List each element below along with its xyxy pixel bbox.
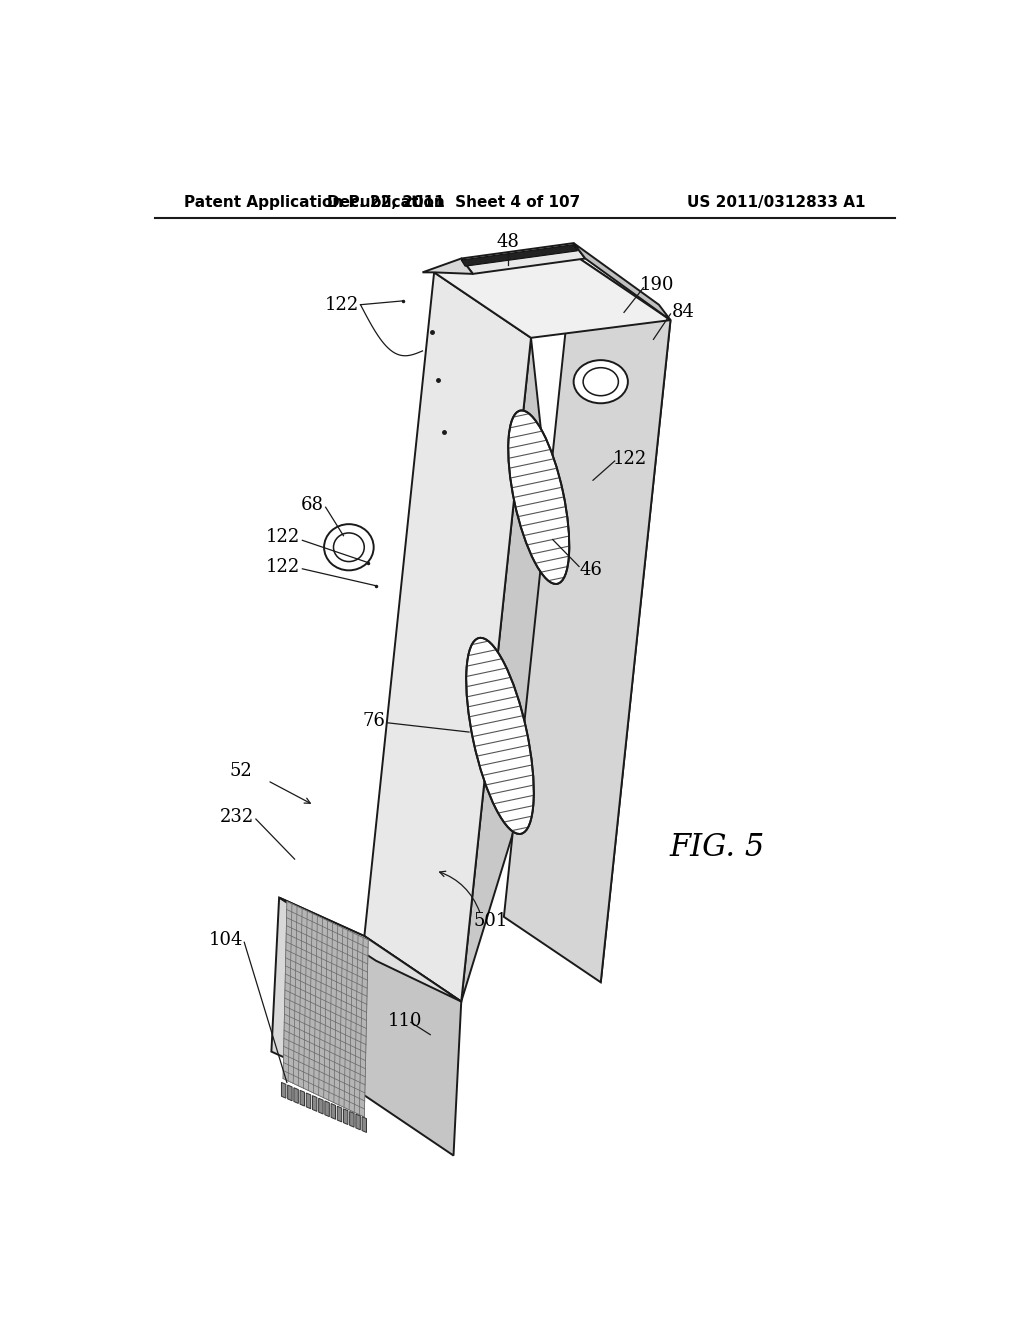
Polygon shape xyxy=(504,255,671,982)
Polygon shape xyxy=(282,1082,286,1098)
Polygon shape xyxy=(349,1111,354,1127)
Polygon shape xyxy=(288,1085,292,1101)
Polygon shape xyxy=(461,243,586,275)
Text: US 2011/0312833 A1: US 2011/0312833 A1 xyxy=(687,195,866,210)
Text: 501: 501 xyxy=(473,912,508,929)
Text: Patent Application Publication: Patent Application Publication xyxy=(183,195,444,210)
Text: 122: 122 xyxy=(266,528,300,546)
Ellipse shape xyxy=(324,524,374,570)
Polygon shape xyxy=(280,898,461,1002)
Polygon shape xyxy=(294,1088,298,1104)
Text: FIG. 5: FIG. 5 xyxy=(670,832,765,863)
Polygon shape xyxy=(365,272,531,1002)
Text: 122: 122 xyxy=(612,450,646,467)
Polygon shape xyxy=(312,1096,316,1111)
Polygon shape xyxy=(362,1117,367,1133)
Polygon shape xyxy=(356,1114,360,1130)
Polygon shape xyxy=(573,243,671,321)
Text: 76: 76 xyxy=(362,711,385,730)
Text: 122: 122 xyxy=(325,296,359,314)
Text: 68: 68 xyxy=(300,496,324,513)
Polygon shape xyxy=(271,898,365,1090)
Polygon shape xyxy=(461,244,578,267)
Ellipse shape xyxy=(573,360,628,404)
Polygon shape xyxy=(325,1101,330,1117)
Polygon shape xyxy=(283,902,369,1117)
Text: 190: 190 xyxy=(640,276,674,294)
Polygon shape xyxy=(306,1093,310,1109)
Text: 104: 104 xyxy=(208,931,243,949)
Ellipse shape xyxy=(466,638,534,834)
Text: 122: 122 xyxy=(266,557,300,576)
Polygon shape xyxy=(300,1090,304,1106)
Text: 46: 46 xyxy=(580,561,603,579)
Polygon shape xyxy=(318,1098,324,1114)
Polygon shape xyxy=(461,321,671,1002)
Polygon shape xyxy=(423,259,473,275)
Polygon shape xyxy=(343,1109,348,1125)
Text: 52: 52 xyxy=(229,762,252,780)
Polygon shape xyxy=(356,936,461,1155)
Polygon shape xyxy=(434,255,671,338)
Polygon shape xyxy=(331,1104,336,1119)
Text: 110: 110 xyxy=(388,1012,423,1030)
Polygon shape xyxy=(337,1106,342,1122)
Text: 232: 232 xyxy=(220,808,254,826)
Text: 48: 48 xyxy=(497,232,519,251)
Text: 84: 84 xyxy=(672,304,695,321)
Ellipse shape xyxy=(508,411,569,583)
Text: Dec. 22, 2011  Sheet 4 of 107: Dec. 22, 2011 Sheet 4 of 107 xyxy=(327,195,581,210)
